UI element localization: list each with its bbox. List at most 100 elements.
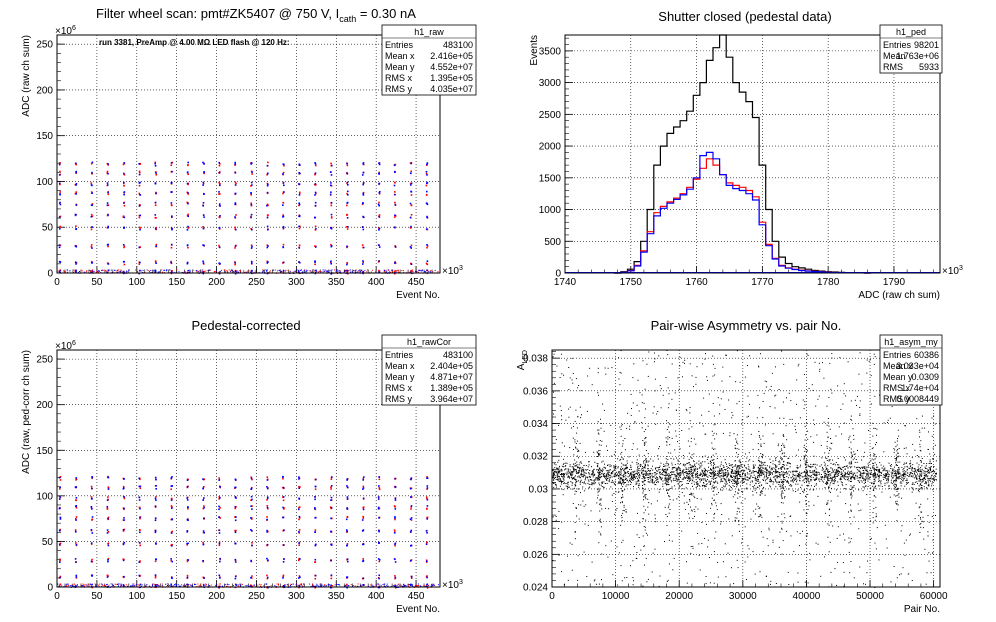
scatter-point (574, 476, 576, 478)
scatter-point (814, 473, 816, 475)
scatter-point (933, 478, 935, 480)
scatter-point (187, 227, 189, 229)
scatter-point (378, 204, 380, 207)
scatter-point (186, 577, 189, 579)
scatter-point (917, 470, 919, 472)
scatter-point (693, 468, 695, 470)
scatter-point (762, 468, 764, 469)
scatter-point (619, 471, 621, 473)
scatter-point (139, 181, 141, 184)
scatter-point (876, 473, 878, 475)
scatter-point (912, 474, 914, 476)
scatter-point (626, 480, 628, 482)
scatter-point (597, 471, 599, 473)
scatter-point (393, 272, 396, 275)
scatter-point (831, 472, 833, 474)
scatter-point (803, 458, 805, 460)
scatter-point (701, 464, 703, 466)
scatter-point (602, 468, 604, 470)
y-tick-label: 150 (36, 446, 53, 457)
scatter-point (738, 473, 739, 474)
scatter-point (652, 473, 654, 475)
scatter-point (827, 476, 829, 478)
scatter-point (677, 463, 679, 465)
scatter-point (315, 543, 317, 546)
scatter-point (107, 204, 110, 206)
scatter-point (659, 475, 661, 477)
scatter-point (652, 480, 654, 482)
stats-row-label: Entries (385, 40, 414, 50)
scatter-point (187, 270, 189, 272)
scatter-point (418, 585, 420, 586)
scatter-point (348, 585, 349, 587)
scatter-point (421, 269, 423, 271)
scatter-point (314, 261, 316, 263)
scatter-point (685, 471, 686, 473)
scatter-point (723, 474, 725, 476)
scatter-point (315, 246, 317, 248)
scatter-point (330, 243, 332, 246)
scatter-point (100, 583, 102, 585)
scatter-point (59, 516, 62, 519)
scatter-point (880, 480, 882, 482)
scatter-point (578, 467, 580, 469)
scatter-point (895, 477, 897, 478)
scatter-point (197, 271, 199, 273)
scatter-point (759, 469, 761, 471)
scatter-point (314, 507, 316, 509)
y-axis-exponent: ×106 (55, 340, 76, 352)
scatter-point (139, 478, 141, 481)
scatter-point (150, 270, 152, 271)
scatter-point (837, 467, 839, 469)
scatter-point (219, 183, 221, 185)
scatter-point (681, 481, 683, 483)
scatter-point (90, 245, 93, 248)
scatter-point (929, 469, 931, 470)
scatter-point (833, 479, 835, 481)
scatter-point (75, 162, 77, 165)
scatter-point (192, 585, 193, 587)
scatter-point (171, 485, 173, 487)
scatter-point (815, 484, 817, 486)
scatter-point (819, 480, 821, 482)
scatter-point (604, 483, 606, 484)
scatter-point (553, 483, 555, 484)
scatter-point (633, 475, 635, 477)
scatter-point (123, 497, 126, 500)
scatter-point (91, 172, 93, 175)
scatter-point (122, 584, 125, 586)
scatter-point (758, 473, 760, 475)
scatter-point (171, 227, 173, 230)
scatter-point (154, 270, 156, 272)
scatter-point (758, 472, 760, 474)
scatter-point (739, 465, 741, 467)
scatter-point (857, 475, 858, 477)
scatter-point (774, 464, 776, 466)
scatter-point (250, 213, 253, 216)
scatter-point (720, 475, 722, 477)
scatter-point (819, 465, 821, 467)
scatter-point (894, 488, 896, 490)
scatter-point (235, 497, 237, 499)
scatter-point (655, 468, 657, 470)
scatter-point (378, 577, 380, 580)
scatter-point (710, 468, 711, 470)
scatter-point (733, 480, 735, 481)
scatter-point (712, 472, 713, 474)
scatter-point (91, 508, 93, 510)
scatter-point (218, 244, 220, 247)
scatter-point (723, 476, 725, 478)
scatter-point (752, 467, 754, 469)
scatter-point (583, 465, 585, 467)
scatter-point (139, 507, 141, 510)
scatter-point (314, 544, 317, 547)
scatter-point (346, 245, 348, 248)
scatter-point (579, 483, 581, 485)
scatter-point (215, 585, 217, 587)
scatter-point (636, 469, 638, 471)
scatter-point (313, 271, 314, 273)
scatter-point (650, 479, 652, 481)
scatter-point (106, 576, 109, 578)
scatter-point (635, 481, 637, 483)
